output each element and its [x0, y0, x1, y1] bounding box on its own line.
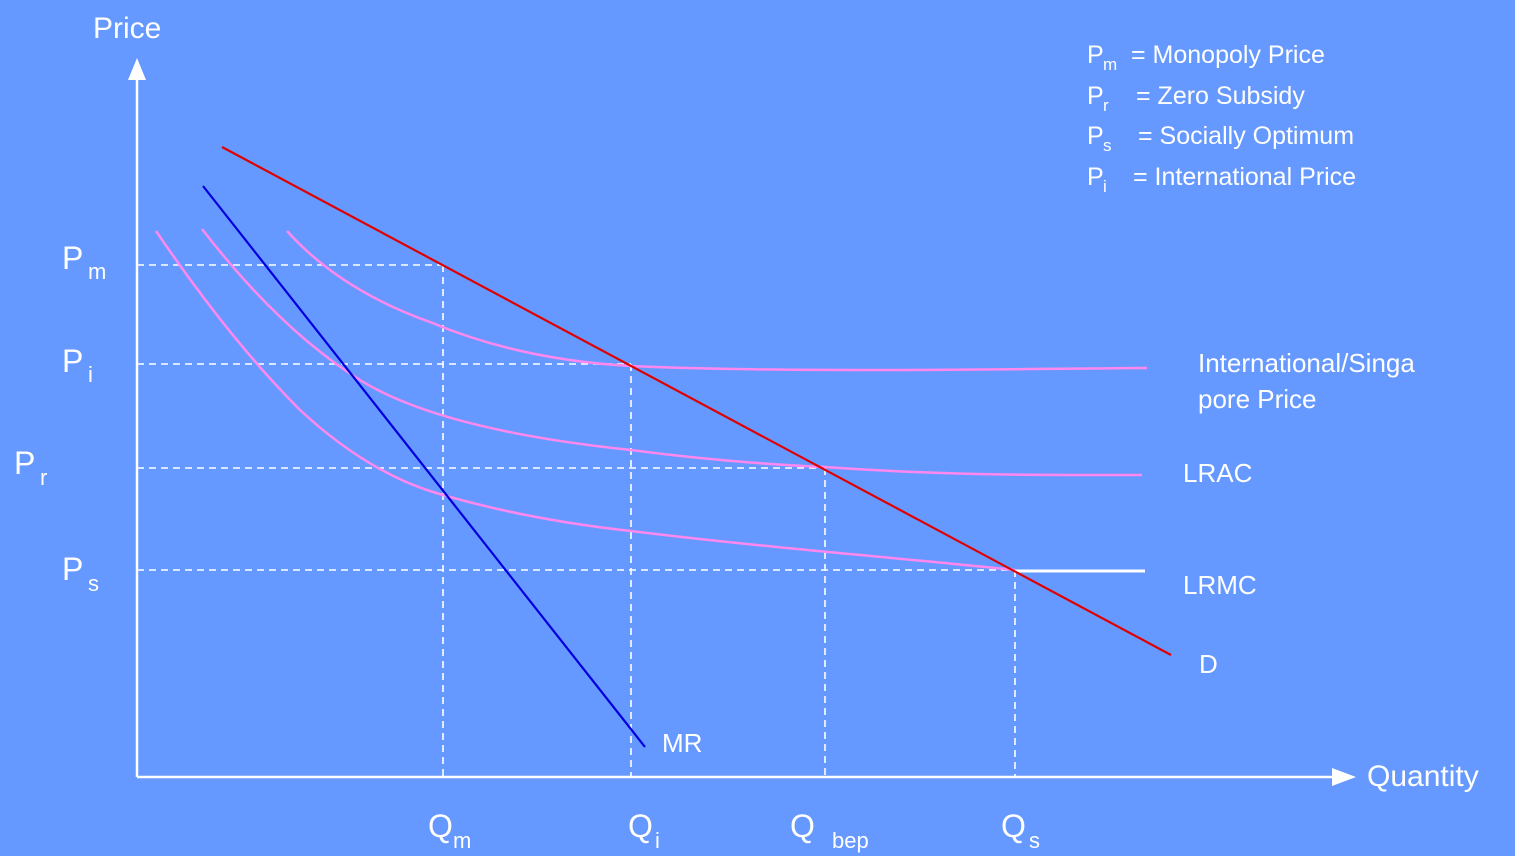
svg-text:= International Price: = International Price — [1133, 163, 1356, 191]
svg-text:s: s — [88, 571, 99, 596]
legend-item-ps: P s = Socially Optimum — [1087, 122, 1354, 155]
legend-item-pr: P r = Zero Subsidy — [1087, 82, 1305, 115]
quantity-label-qi: Q i — [628, 808, 660, 853]
svg-text:m: m — [88, 259, 106, 284]
legend-item-pi: P i = International Price — [1087, 163, 1356, 196]
svg-text:r: r — [40, 465, 47, 490]
x-axis-title: Quantity — [1367, 760, 1479, 793]
svg-text:s: s — [1029, 828, 1040, 853]
lrac-label: LRAC — [1183, 458, 1252, 488]
price-label-pr: P r — [14, 445, 47, 490]
svg-text:P: P — [1087, 163, 1104, 191]
svg-text:Q: Q — [790, 808, 815, 844]
svg-text:P: P — [62, 240, 83, 276]
svg-text:P: P — [62, 551, 83, 587]
lrmc-label: LRMC — [1183, 570, 1257, 600]
svg-text:P: P — [1087, 41, 1104, 69]
svg-text:Q: Q — [628, 808, 653, 844]
svg-text:P: P — [14, 445, 35, 481]
lrmc-curve — [154, 230, 1016, 572]
svg-text:Q: Q — [1001, 808, 1026, 844]
svg-text:m: m — [1103, 55, 1117, 74]
x-axis-arrow-icon — [1332, 768, 1356, 786]
quantity-label-qs: Q s — [1001, 808, 1040, 853]
y-axis-arrow-icon — [128, 58, 146, 80]
svg-text:= Socially Optimum: = Socially Optimum — [1138, 122, 1354, 150]
international-price-curve — [286, 230, 1148, 372]
lrac-curve — [201, 228, 1143, 477]
svg-text:= Monopoly Price: = Monopoly Price — [1131, 41, 1325, 69]
svg-text:i: i — [1103, 177, 1107, 196]
demand-label: D — [1199, 649, 1218, 679]
legend: P m = Monopoly Price P r = Zero Subsidy … — [1087, 41, 1356, 196]
svg-text:bep: bep — [832, 828, 869, 853]
svg-text:= Zero Subsidy: = Zero Subsidy — [1136, 82, 1305, 110]
price-label-pi: P i — [62, 343, 93, 387]
mr-line — [202, 185, 646, 748]
demand-line — [221, 146, 1172, 656]
svg-text:m: m — [453, 828, 471, 853]
svg-text:P: P — [1087, 122, 1104, 150]
legend-item-pm: P m = Monopoly Price — [1087, 41, 1325, 74]
svg-text:P: P — [62, 343, 83, 379]
svg-text:Q: Q — [428, 808, 453, 844]
svg-text:s: s — [1103, 136, 1112, 155]
international-price-label-line1: International/Singa — [1198, 348, 1415, 378]
price-label-ps: P s — [62, 551, 99, 596]
price-label-pm: P m — [62, 240, 106, 284]
mr-label: MR — [662, 728, 702, 758]
svg-text:r: r — [1103, 96, 1109, 115]
quantity-label-qbep: Q bep — [790, 808, 869, 853]
svg-text:i: i — [655, 828, 660, 853]
y-axis-title: Price — [93, 12, 161, 45]
international-price-label-line2: pore Price — [1198, 384, 1317, 414]
quantity-label-qm: Q m — [428, 808, 471, 853]
svg-text:P: P — [1087, 82, 1104, 110]
svg-text:i: i — [88, 362, 93, 387]
